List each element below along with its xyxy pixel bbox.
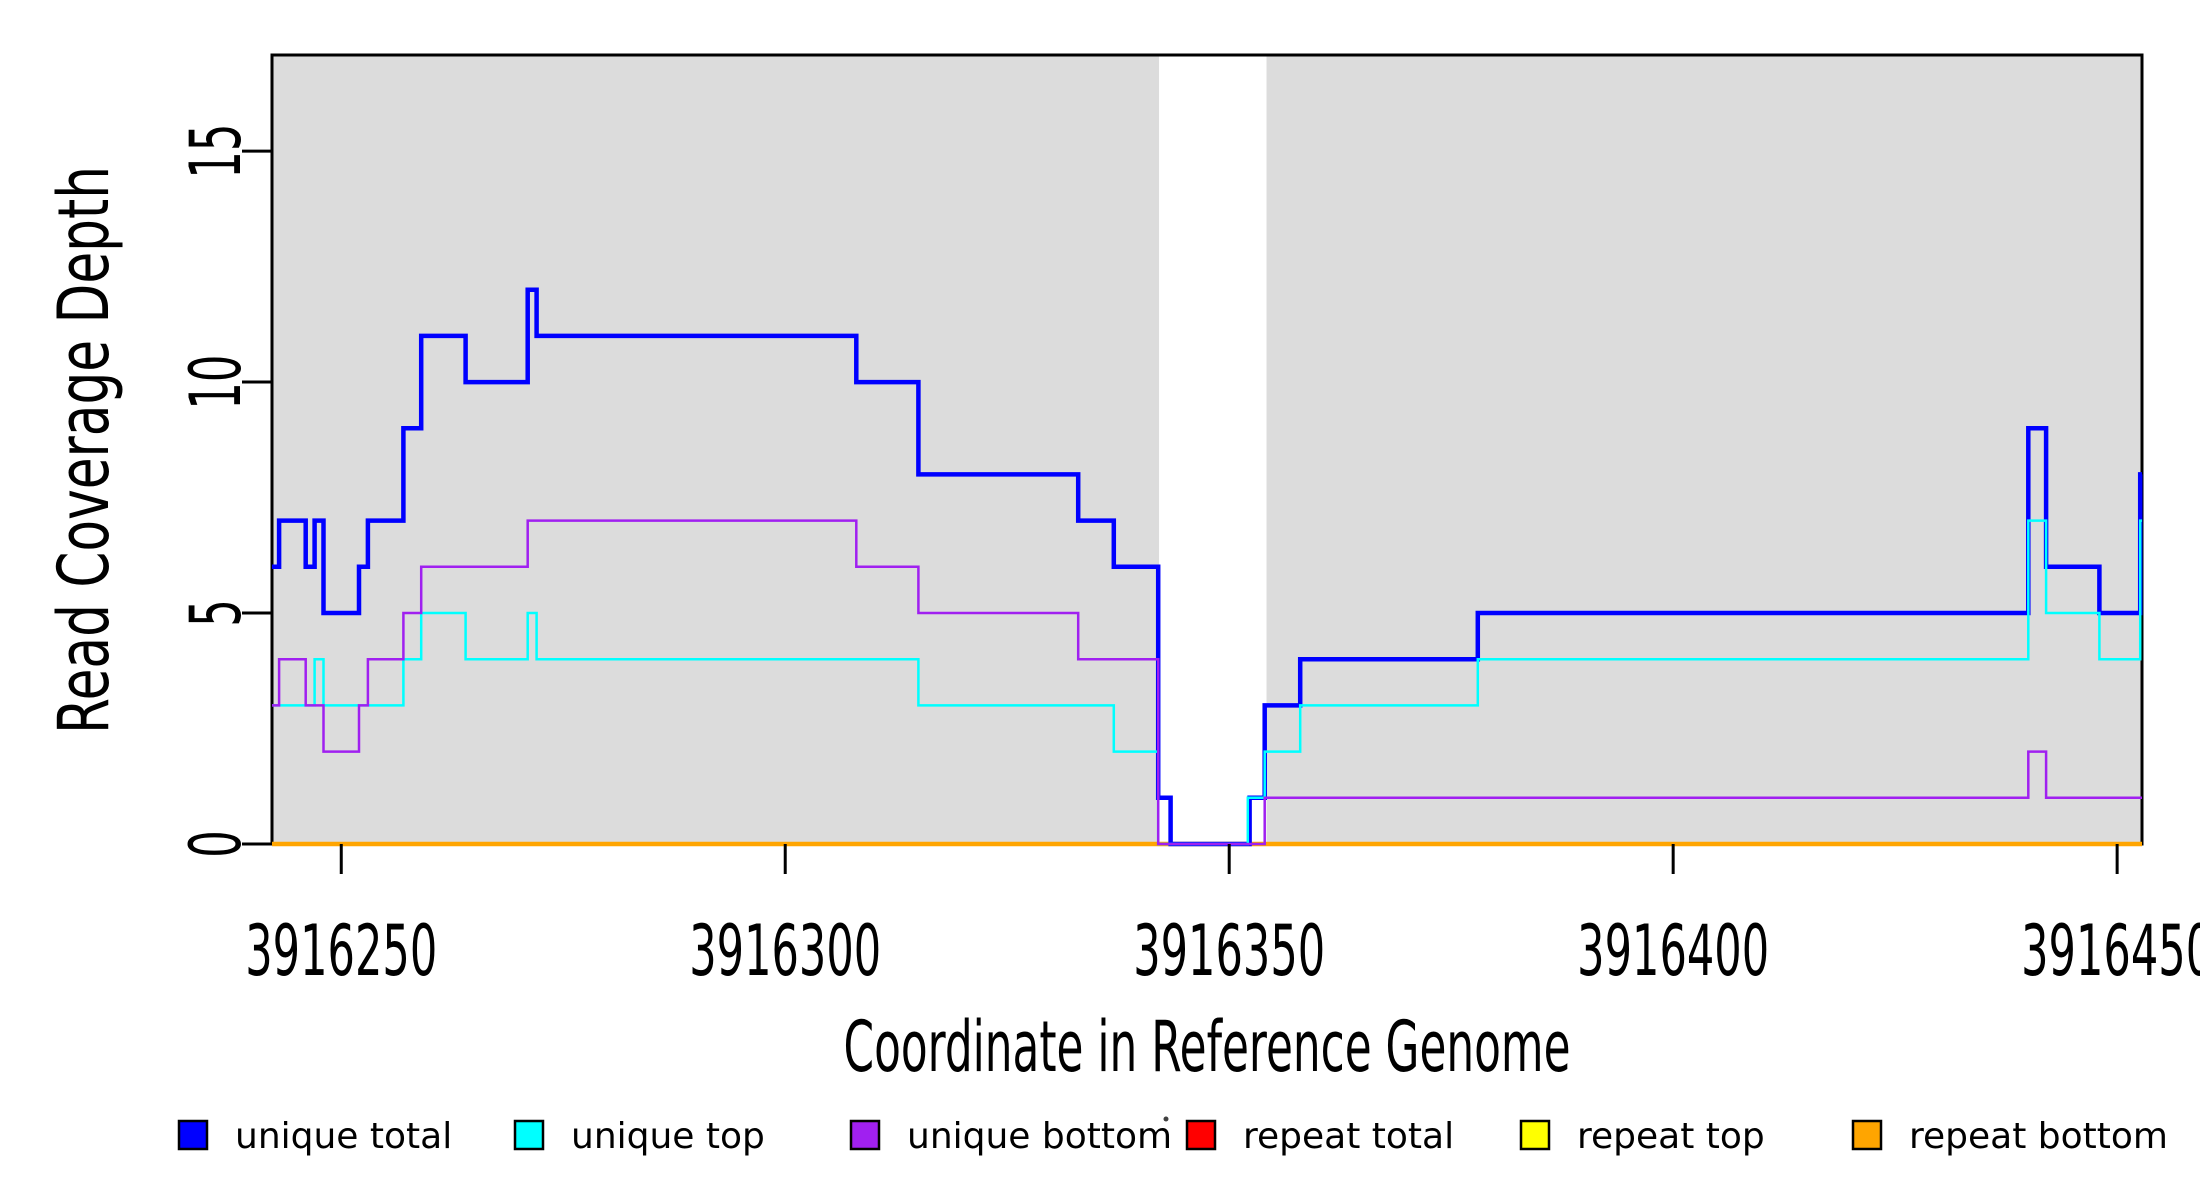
legend-swatch-repeat-total bbox=[1185, 1119, 1217, 1151]
legend-item-unique-bottom: unique bottom bbox=[849, 1116, 1172, 1157]
y-tick-label: 5 bbox=[175, 599, 257, 627]
legend-item-unique-total: unique total bbox=[177, 1116, 452, 1157]
plot-background-layer bbox=[272, 55, 2142, 844]
legend-label-unique-bottom: unique bottom bbox=[907, 1116, 1172, 1157]
x-tick-label: 3916350 bbox=[1133, 910, 1325, 992]
stray-dot bbox=[1163, 1116, 1169, 1122]
x-tick-label: 3916250 bbox=[245, 910, 437, 992]
x-tick-label: 3916400 bbox=[1577, 910, 1769, 992]
legend-label-unique-total: unique total bbox=[235, 1116, 452, 1157]
y-axis-title: Read Coverage Depth bbox=[43, 166, 125, 734]
y-tick-label: 0 bbox=[175, 830, 257, 858]
legend-swatch-repeat-top bbox=[1519, 1119, 1551, 1151]
series-unique-top bbox=[272, 519, 2142, 846]
legend-swatch-repeat-bottom bbox=[1851, 1119, 1883, 1151]
series-unique-total bbox=[272, 287, 2143, 847]
legend-label-repeat-bottom: repeat bottom bbox=[1909, 1116, 2168, 1157]
legend-item-repeat-top: repeat top bbox=[1519, 1116, 1765, 1157]
legend-swatch-unique-top bbox=[513, 1119, 545, 1151]
shaded-region-0 bbox=[272, 55, 1160, 844]
y-tick-label: 10 bbox=[175, 355, 257, 410]
series-layer bbox=[272, 287, 2143, 847]
legend-item-repeat-bottom: repeat bottom bbox=[1851, 1116, 2168, 1157]
legend-label-repeat-total: repeat total bbox=[1243, 1116, 1454, 1157]
legend-item-unique-top: unique top bbox=[513, 1116, 765, 1157]
x-tick-label: 3916300 bbox=[689, 910, 881, 992]
y-tick-label: 15 bbox=[175, 124, 257, 179]
x-axis-title: Coordinate in Reference Genome bbox=[844, 1006, 1571, 1088]
axes-layer: 3916250 3916300 3916350 3916400 3916450 0 5 10 1… bbox=[175, 124, 2200, 992]
legend: unique total unique top unique bottom repea… bbox=[177, 1116, 2168, 1157]
legend-item-repeat-total: repeat total bbox=[1185, 1116, 1454, 1157]
legend-swatch-unique-bottom bbox=[849, 1119, 881, 1151]
x-tick-label: 3916450 bbox=[2021, 910, 2200, 992]
series-unique-bottom bbox=[272, 519, 2142, 846]
legend-label-repeat-top: repeat top bbox=[1577, 1116, 1765, 1157]
shaded-region-1 bbox=[1266, 55, 2142, 844]
legend-swatch-unique-total bbox=[177, 1119, 209, 1151]
legend-label-unique-top: unique top bbox=[571, 1116, 765, 1157]
